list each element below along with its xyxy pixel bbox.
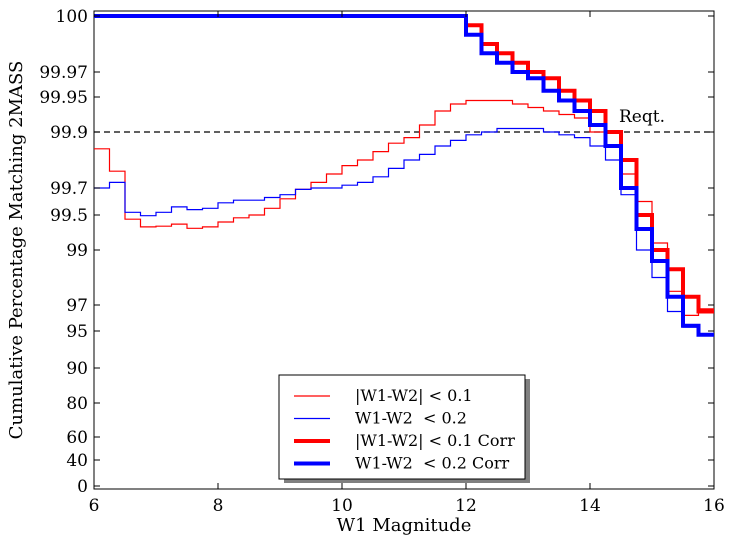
legend-label-3: |W1-W2| < 0.1 Corr [355, 431, 515, 450]
legend-label-4: W1-W2 < 0.2 Corr [355, 454, 510, 473]
y-tick-label: 0 [77, 477, 88, 497]
y-tick-label: 90 [66, 359, 88, 379]
legend-label-2: W1-W2 < 0.2 [355, 409, 467, 428]
y-tick-label: 80 [66, 394, 88, 414]
reference-line-label: Reqt. [619, 107, 665, 127]
x-tick-label: 8 [213, 496, 224, 516]
y-tick-label: 97 [66, 296, 88, 316]
legend-label-1: |W1-W2| < 0.1 [355, 386, 473, 405]
x-tick-label: 6 [89, 496, 100, 516]
x-tick-label: 16 [703, 496, 725, 516]
y-tick-label: 100 [56, 7, 88, 27]
y-tick-label: 40 [66, 451, 88, 471]
y-tick-label: 99 [66, 241, 88, 261]
y-tick-label: 99.9 [50, 123, 88, 143]
y-tick-label: 99.97 [39, 63, 88, 83]
y-axis-title: Cumulative Percentage Matching 2MASS [6, 61, 27, 440]
y-tick-label: 99.95 [39, 88, 88, 108]
x-tick-label: 14 [579, 496, 601, 516]
series-layer [94, 14, 714, 337]
series-line-2 [94, 127, 714, 335]
x-tick-label: 10 [331, 496, 353, 516]
y-tick-label: 99.5 [50, 206, 88, 226]
y-tick-label: 60 [66, 428, 88, 448]
x-tick-label: 12 [455, 496, 477, 516]
legend-items: |W1-W2| < 0.1 W1-W2 < 0.2 |W1-W2| < 0.1 Co… [294, 386, 515, 473]
ticks-layer: 6 8 10 12 14 16 0 40 60 80 90 95 97 99 99.5 99.7 99.9 99.… [39, 7, 724, 516]
y-tick-label: 95 [66, 322, 88, 342]
series-line-4 [94, 14, 714, 337]
y-tick-label: 99.7 [50, 179, 88, 199]
x-axis-title: W1 Magnitude [337, 515, 472, 536]
legend: |W1-W2| < 0.1 W1-W2 < 0.2 |W1-W2| < 0.1 Co… [278, 374, 530, 483]
